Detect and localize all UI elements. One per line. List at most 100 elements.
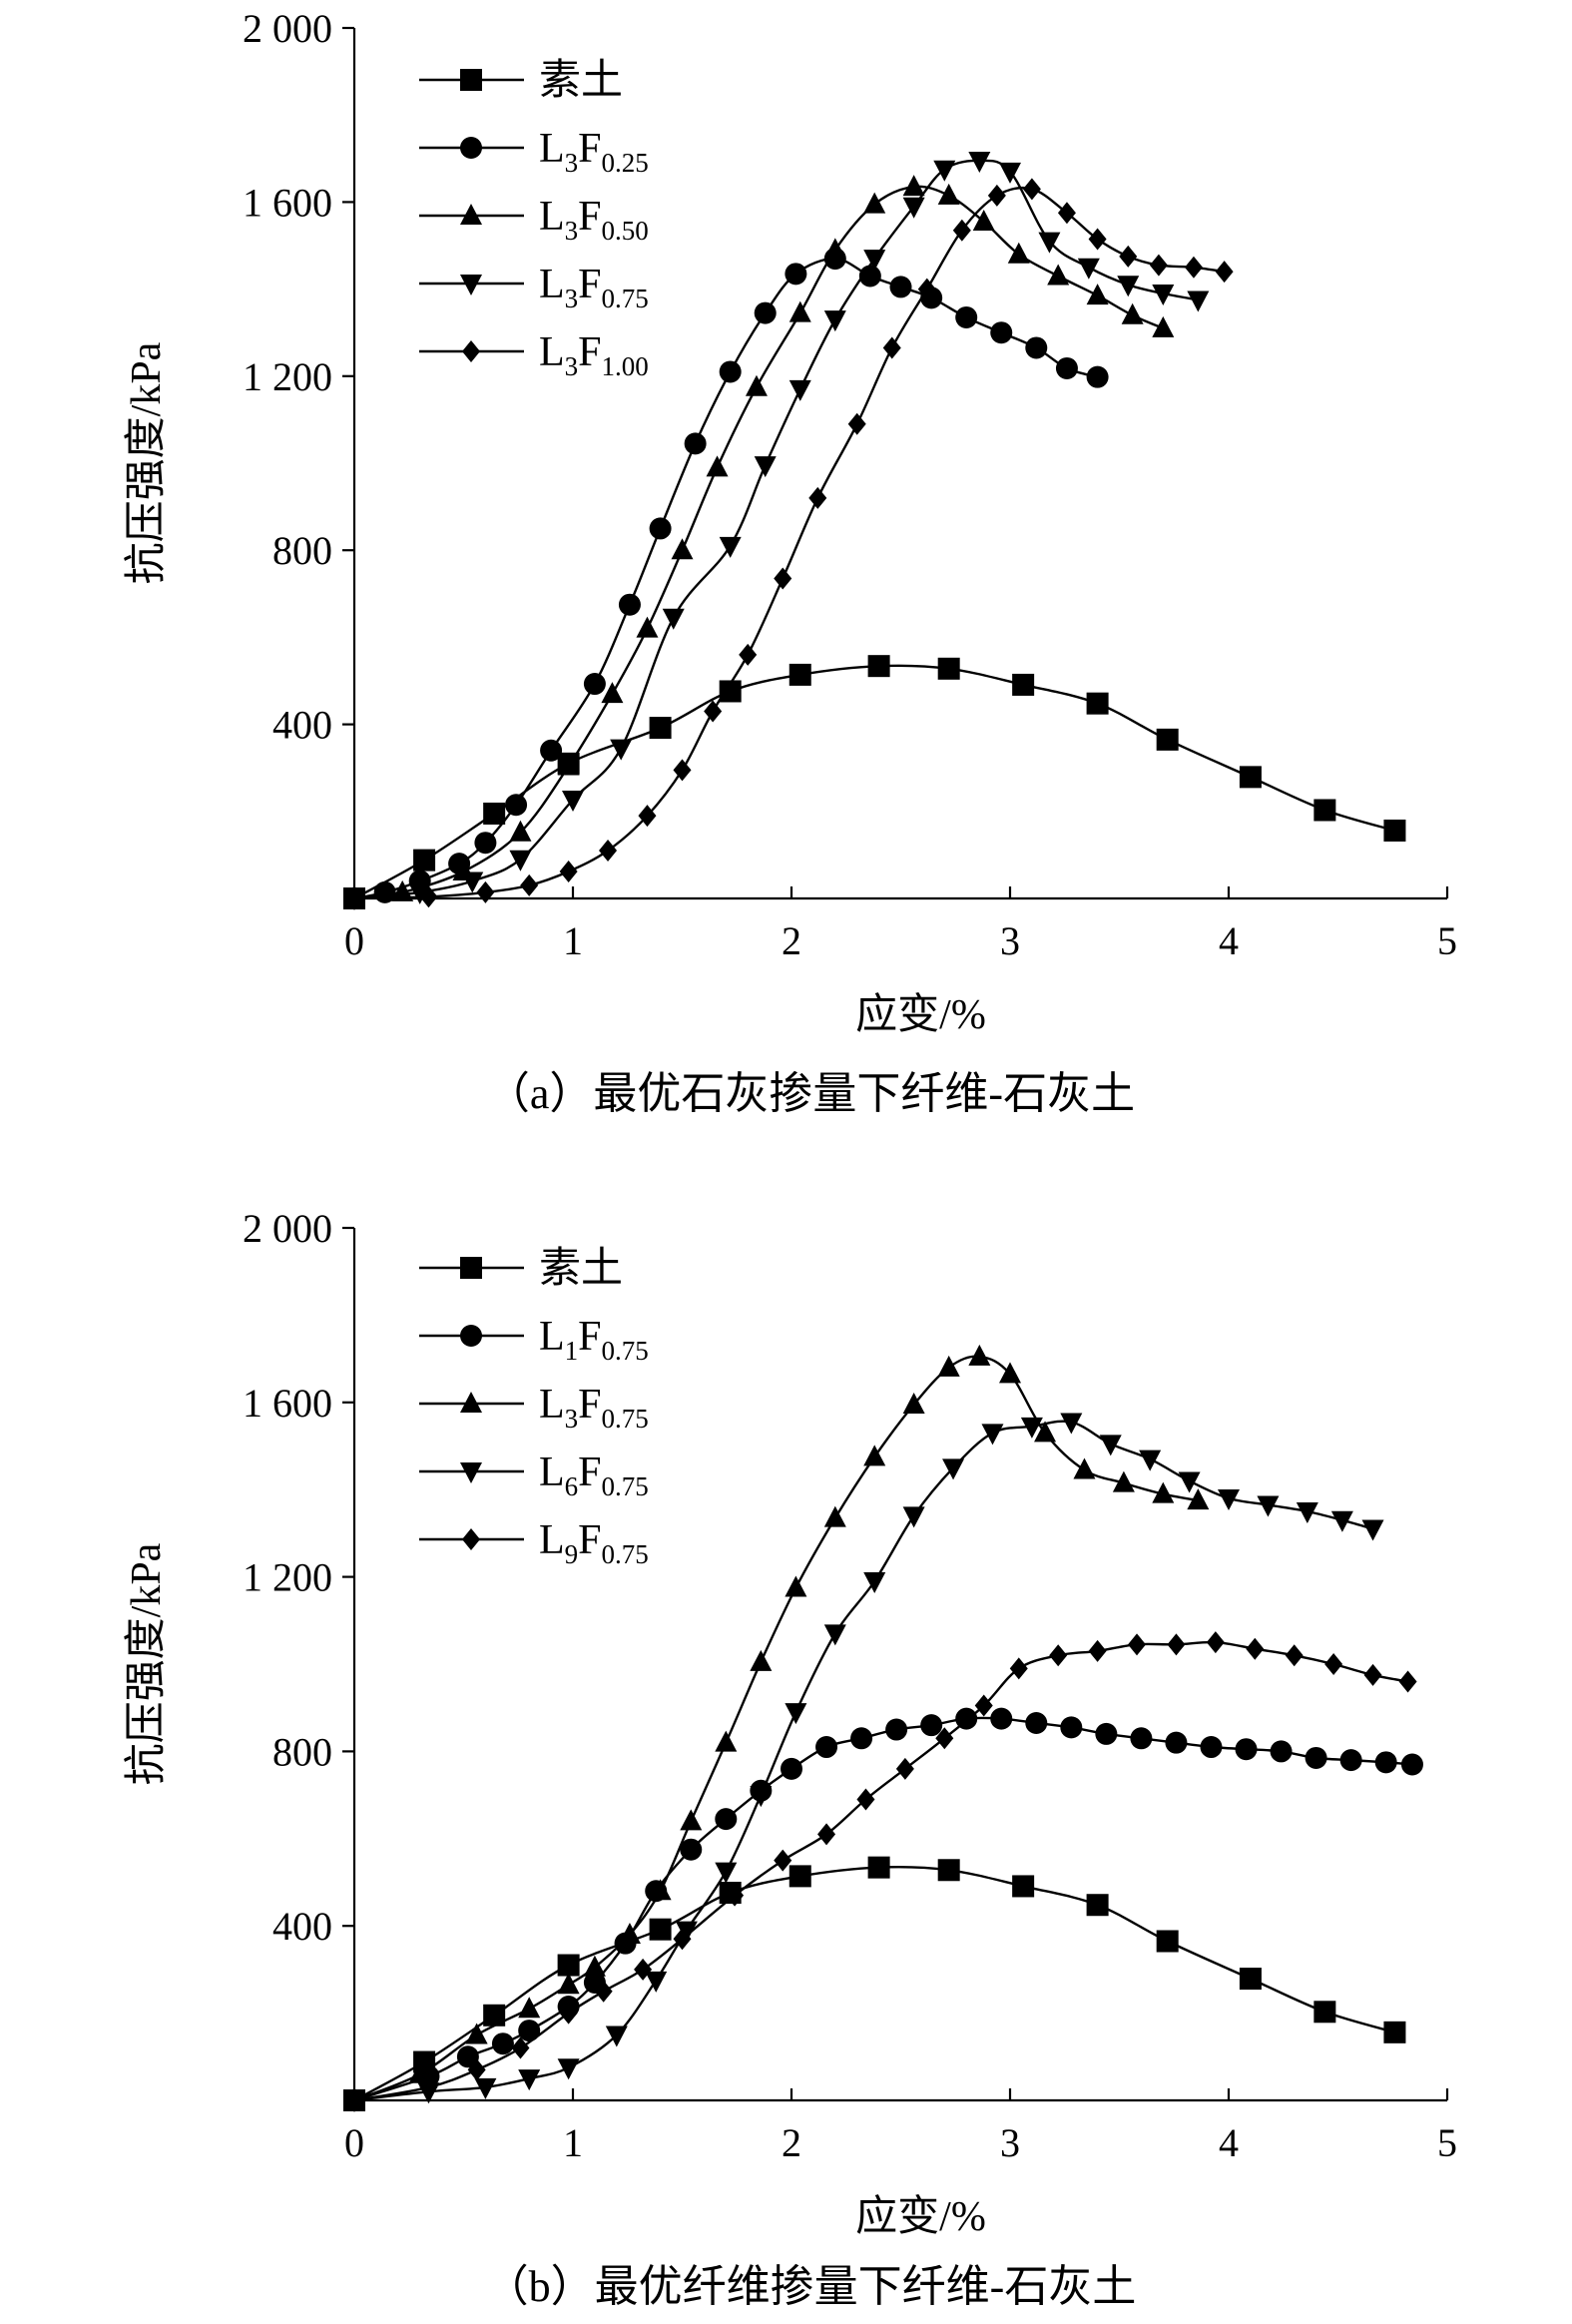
data-point xyxy=(557,754,580,776)
y-tick-label: 2 000 xyxy=(243,1206,332,1251)
series-L3F1.00 xyxy=(345,178,1234,909)
data-point xyxy=(1178,1471,1201,1493)
data-point xyxy=(1374,1751,1397,1774)
data-point xyxy=(955,305,978,328)
data-point xyxy=(408,882,431,904)
series-素土 xyxy=(343,1856,1406,2111)
legend-marker xyxy=(460,275,482,295)
x-axis-title: 应变/% xyxy=(855,991,986,1038)
data-point xyxy=(706,455,729,477)
data-point xyxy=(1235,1738,1258,1761)
data-point xyxy=(902,175,925,197)
data-point xyxy=(788,1865,811,1888)
data-point xyxy=(867,1856,890,1879)
data-point xyxy=(920,1714,943,1737)
data-point xyxy=(1088,228,1107,251)
data-point xyxy=(1152,284,1175,305)
x-tick-label: 3 xyxy=(1000,918,1020,963)
data-point xyxy=(1099,1435,1122,1456)
data-point xyxy=(518,2069,541,2091)
legend-label: 素土 xyxy=(539,58,623,104)
data-point xyxy=(649,717,672,740)
data-point xyxy=(1305,1746,1327,1769)
x-axis-title: 应变/% xyxy=(855,2193,986,2240)
data-point xyxy=(662,608,685,630)
data-point xyxy=(618,1922,641,1944)
data-point xyxy=(1047,264,1070,286)
data-point xyxy=(601,682,624,704)
y-tick-label: 1 600 xyxy=(243,180,332,225)
data-point xyxy=(408,2061,431,2083)
data-point xyxy=(719,360,742,383)
data-point xyxy=(1012,1875,1035,1898)
data-point xyxy=(649,1918,672,1941)
series-line xyxy=(353,1420,1373,2102)
data-point xyxy=(785,263,807,286)
legend-marker xyxy=(460,1462,482,1483)
data-point xyxy=(715,1808,738,1831)
data-point xyxy=(1383,2021,1406,2043)
data-point xyxy=(750,1786,773,1808)
x-tick-label: 5 xyxy=(1437,2120,1457,2165)
legend-label: L3F0.50 xyxy=(539,194,649,246)
data-point xyxy=(583,673,606,696)
data-point xyxy=(1152,1481,1175,1503)
data-point xyxy=(972,210,995,232)
series-line xyxy=(353,185,1164,900)
data-point xyxy=(1313,799,1336,822)
y-tick-label: 1 200 xyxy=(243,1555,332,1600)
data-point xyxy=(882,336,901,359)
data-point xyxy=(990,1707,1013,1730)
data-point xyxy=(649,517,672,540)
data-point xyxy=(858,265,881,288)
data-point xyxy=(823,310,846,332)
data-point xyxy=(935,1727,954,1750)
data-point xyxy=(1057,202,1076,225)
x-tick-label: 2 xyxy=(782,918,801,963)
data-point xyxy=(1339,1749,1362,1772)
data-point xyxy=(638,805,657,828)
data-point xyxy=(1020,1417,1043,1439)
data-point xyxy=(788,379,811,401)
data-point xyxy=(1239,766,1262,789)
data-point xyxy=(610,739,633,761)
data-point xyxy=(889,276,912,298)
data-point xyxy=(719,536,742,558)
data-point xyxy=(1239,1968,1262,1991)
data-point xyxy=(1156,1930,1179,1953)
legend-label: L3F1.00 xyxy=(539,329,649,381)
data-point xyxy=(1363,1663,1382,1686)
data-point xyxy=(1257,1495,1280,1517)
figure-caption: （b）最优纤维掺量下纤维-石灰土 xyxy=(485,2262,1137,2311)
data-point xyxy=(808,486,827,509)
data-point xyxy=(823,238,846,260)
data-point xyxy=(684,432,707,455)
legend-marker xyxy=(460,204,482,225)
data-point xyxy=(1156,728,1179,751)
data-point xyxy=(474,832,497,855)
data-point xyxy=(1206,1631,1225,1654)
data-point xyxy=(1112,1470,1135,1492)
data-point xyxy=(856,1788,875,1811)
data-point xyxy=(345,2089,363,2111)
legend-marker xyxy=(460,1257,482,1279)
data-point xyxy=(1060,1413,1083,1435)
data-point xyxy=(413,849,436,872)
data-point xyxy=(474,2077,497,2099)
legend-label: 素土 xyxy=(539,1246,623,1292)
data-point xyxy=(618,593,641,616)
data-point xyxy=(605,2026,628,2047)
data-point xyxy=(704,700,723,723)
legend-entry: L3F0.50 xyxy=(419,194,649,246)
y-tick-label: 2 000 xyxy=(243,6,332,51)
data-point xyxy=(594,1980,613,2003)
data-point xyxy=(863,192,886,214)
data-point xyxy=(1073,1457,1096,1479)
x-tick-label: 0 xyxy=(344,918,364,963)
legend-marker xyxy=(462,1528,480,1550)
legend-label: L3F0.75 xyxy=(539,1382,649,1434)
y-tick-label: 800 xyxy=(272,528,332,573)
data-point xyxy=(1025,336,1048,359)
data-point xyxy=(785,1575,807,1597)
data-point xyxy=(968,151,991,173)
